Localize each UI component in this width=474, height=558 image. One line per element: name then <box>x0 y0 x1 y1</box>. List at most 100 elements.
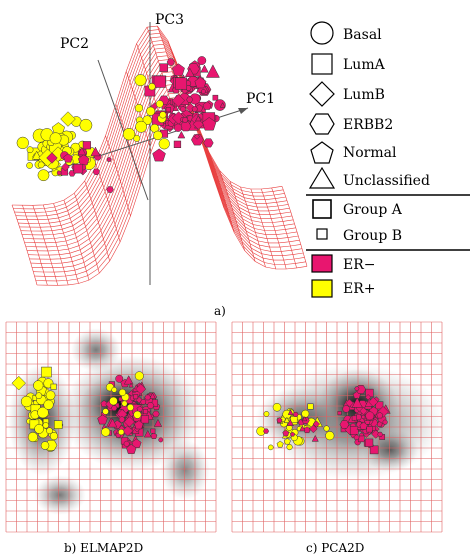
unclassified-point <box>283 416 291 423</box>
unclassified-point <box>302 416 308 422</box>
large-square-icon <box>312 199 332 219</box>
lumb-point <box>312 420 321 428</box>
basal-point <box>135 120 148 133</box>
mesh-line <box>42 204 69 285</box>
basal-point <box>46 427 53 435</box>
basal-point <box>134 371 144 381</box>
mesh-line <box>240 186 266 268</box>
unclassified-point <box>195 115 202 122</box>
erbb2-point <box>339 420 350 429</box>
basal-point <box>148 83 156 91</box>
mesh-line <box>84 180 110 262</box>
lumb-point <box>122 425 134 437</box>
panel-c-grid <box>231 321 443 533</box>
unclassified-point <box>143 429 152 438</box>
luma-point <box>73 163 84 174</box>
panel-c: c) PCA2D <box>231 321 444 555</box>
basal-point <box>40 441 50 450</box>
unclassified-point <box>205 64 220 78</box>
luma-point <box>175 77 188 90</box>
basal-point <box>121 400 128 407</box>
normal-point <box>100 400 108 407</box>
unclassified-point <box>149 392 156 399</box>
panel-b-points <box>11 366 164 454</box>
basal-point <box>102 408 109 415</box>
unclassified-point <box>351 397 363 408</box>
erbb2-point <box>106 186 114 193</box>
pc2-axis <box>97 59 149 201</box>
erbb2-point <box>152 410 160 418</box>
legend-label-group-b: Group B <box>343 228 402 244</box>
pc1-label: PC1 <box>246 91 275 107</box>
panel-b-caption: b) ELMAP2D <box>64 541 143 555</box>
diamond-icon <box>309 81 335 107</box>
normal-point <box>290 431 296 437</box>
basal-point <box>286 443 293 451</box>
luma-point <box>364 438 374 447</box>
erbb2-point <box>377 431 384 437</box>
luma-point <box>53 420 63 429</box>
normal-point <box>191 105 198 112</box>
lumb-point <box>368 396 379 407</box>
pc1-arrowhead <box>238 108 248 114</box>
lumb-point <box>192 118 204 130</box>
basal-point <box>56 170 62 176</box>
lumb-point <box>11 375 26 391</box>
basal-point <box>26 162 33 169</box>
lumb-point <box>309 424 318 434</box>
panel-b: b) ELMAP2D <box>5 321 217 555</box>
basal-point <box>214 99 226 111</box>
basal-point <box>93 168 100 176</box>
mesh-line <box>53 203 79 284</box>
luma-point <box>143 409 148 415</box>
basal-point <box>34 424 44 434</box>
luma-point <box>173 140 182 148</box>
basal-point <box>201 89 206 94</box>
luma-point <box>212 94 219 101</box>
lumb-point <box>123 416 135 428</box>
basal-point <box>111 387 118 393</box>
normal-point <box>63 153 73 163</box>
basal-point <box>118 388 127 397</box>
mesh-line <box>219 170 245 251</box>
basal-point <box>43 399 54 410</box>
basal-point <box>27 431 38 443</box>
legend-label-er-pos: ER+ <box>343 281 376 297</box>
basal-point <box>365 411 375 421</box>
basal-point <box>79 118 93 132</box>
basal-point <box>122 127 136 141</box>
basal-point <box>26 146 34 154</box>
unclassified-point <box>77 146 87 156</box>
normal-point <box>195 104 204 112</box>
basal-point <box>272 403 282 412</box>
basal-point <box>101 427 111 437</box>
basal-point <box>140 399 147 405</box>
unclassified-point <box>90 146 101 157</box>
basal-point <box>263 411 270 417</box>
unclassified-point <box>311 434 319 442</box>
basal-point <box>49 132 62 145</box>
mesh-line <box>22 205 48 286</box>
normal-point <box>97 414 108 425</box>
panel-c-points <box>256 385 391 455</box>
legend-label-erbb2: ERBB2 <box>343 117 393 133</box>
normal-point <box>353 434 360 441</box>
lumb-point <box>60 162 70 172</box>
basal-point <box>325 431 335 441</box>
pentagon-icon <box>310 141 334 164</box>
mesh-line <box>271 187 297 268</box>
basal-point <box>301 409 310 418</box>
luma-point <box>337 411 342 416</box>
basal-point <box>37 406 49 419</box>
lumb-point <box>345 398 354 408</box>
unclassified-point <box>287 409 294 415</box>
basal-point <box>126 403 134 411</box>
erbb2-point <box>191 134 204 146</box>
normal-point <box>131 438 142 448</box>
basal-point <box>197 56 207 65</box>
erbb2-point <box>186 96 194 103</box>
normal-point <box>202 101 212 110</box>
basal-point <box>382 419 388 425</box>
erbb2-point <box>180 121 192 132</box>
